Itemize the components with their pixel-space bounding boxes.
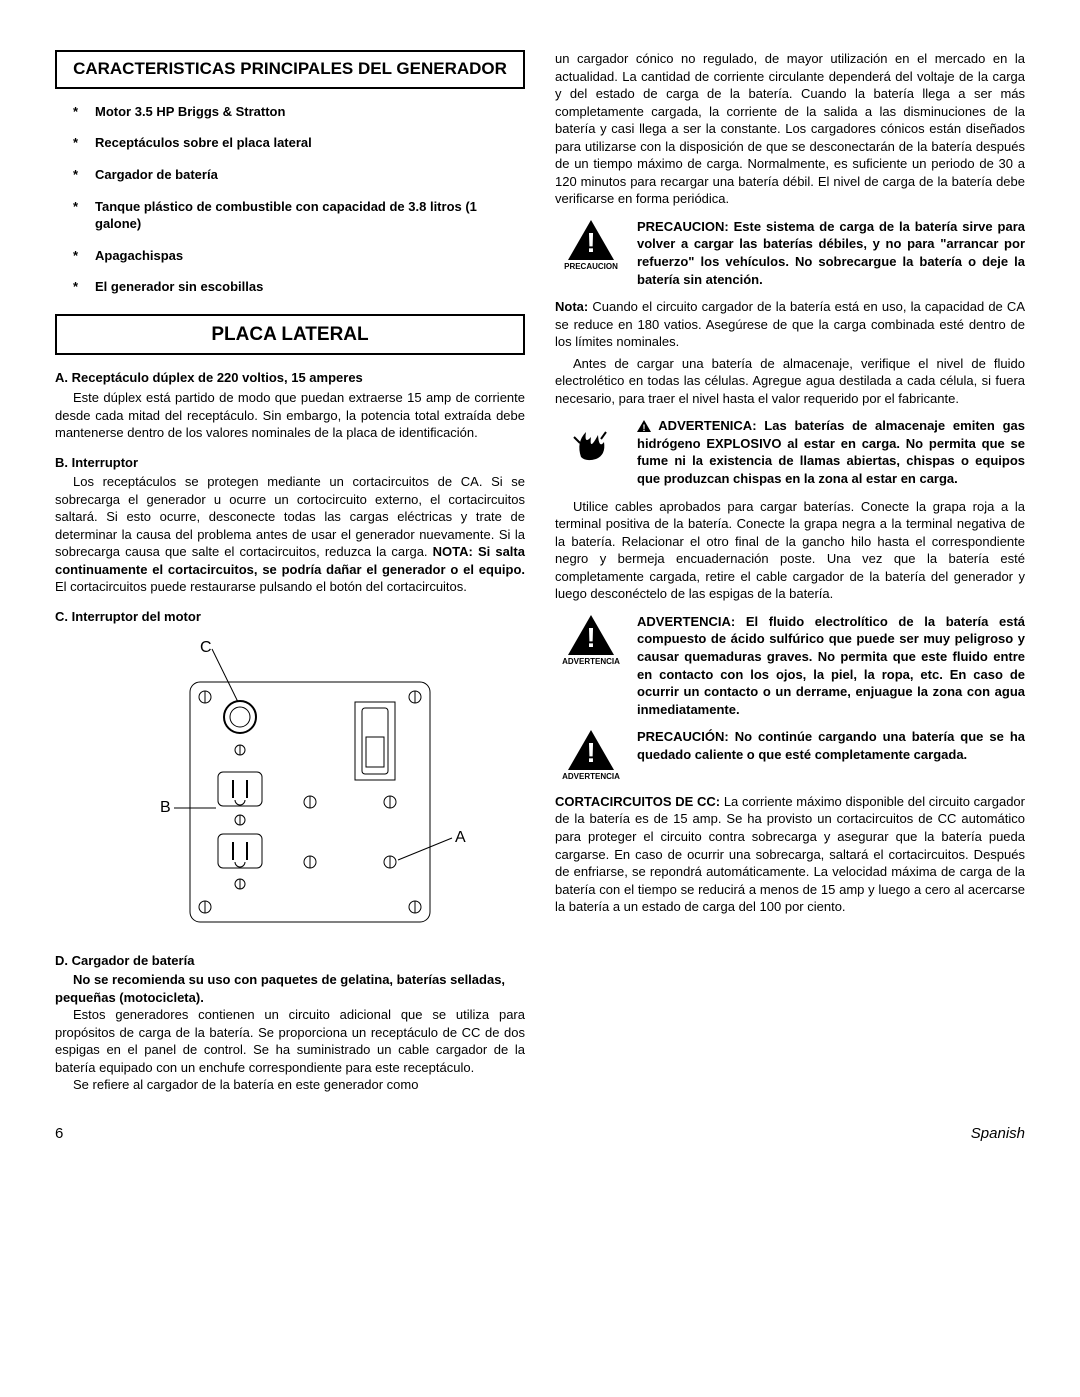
section-b-head: B. Interruptor <box>55 454 525 472</box>
feature-text: Tanque plástico de combustible con capac… <box>95 198 525 233</box>
feature-text: Apagachispas <box>95 247 183 265</box>
warning-icon: ! ADVERTENCIA <box>555 613 627 718</box>
nota-text: Nota: Cuando el circuito cargador de la … <box>555 298 1025 351</box>
warning-block-3: ! ADVERTENCIA PRECAUCIÓN: No continúe ca… <box>555 728 1025 783</box>
warning-block-1: ! ADVERTENICA: Las baterías de almacenaj… <box>555 417 1025 487</box>
fire-icon <box>555 417 627 487</box>
precaution-icon: ! PRECAUCION <box>555 218 627 288</box>
feature-item: *Cargador de batería <box>73 166 525 184</box>
feature-text: El generador sin escobillas <box>95 278 263 296</box>
feature-item: *Motor 3.5 HP Briggs & Stratton <box>73 103 525 121</box>
use-cables-text: Utilice cables aprobados para cargar bat… <box>555 498 1025 603</box>
before-charge-text: Antes de cargar una batería de almacenaj… <box>555 355 1025 408</box>
panel-diagram: C B A <box>100 632 480 942</box>
section-c-head: C. Interruptor del motor <box>55 608 525 626</box>
svg-text:!: ! <box>586 622 595 653</box>
warning-icon: ! ADVERTENCIA <box>555 728 627 783</box>
feature-item: *Receptáculos sobre el placa lateral <box>73 134 525 152</box>
warning-text-2: ADVERTENCIA: El fluido electrolítico de … <box>637 613 1025 718</box>
svg-text:B: B <box>160 799 171 816</box>
precaution-block-1: ! PRECAUCION PRECAUCION: Este sistema de… <box>555 218 1025 288</box>
feature-text: Cargador de batería <box>95 166 218 184</box>
svg-text:!: ! <box>586 227 595 258</box>
left-column: CARACTERISTICAS PRINCIPALES DEL GENERADO… <box>55 50 525 1094</box>
section-d-body1: Estos generadores contienen un circuito … <box>55 1006 525 1076</box>
panel-title: PLACA LATERAL <box>55 314 525 356</box>
section-d-head: D. Cargador de batería <box>55 952 525 970</box>
right-column: un cargador cónico no regulado, de mayor… <box>555 50 1025 1094</box>
svg-text:C: C <box>200 639 212 656</box>
feature-text: Motor 3.5 HP Briggs & Stratton <box>95 103 285 121</box>
feature-text: Receptáculos sobre el placa lateral <box>95 134 312 152</box>
svg-text:!: ! <box>643 423 646 432</box>
page-number: 6 <box>55 1124 63 1144</box>
page-footer: 6 Spanish <box>55 1124 1025 1144</box>
warning-block-2: ! ADVERTENCIA ADVERTENCIA: El fluido ele… <box>555 613 1025 718</box>
features-title: CARACTERISTICAS PRINCIPALES DEL GENERADO… <box>55 50 525 89</box>
svg-text:A: A <box>455 829 466 846</box>
precaution-text-1: PRECAUCION: Este sistema de carga de la … <box>637 218 1025 288</box>
page-language: Spanish <box>971 1124 1025 1144</box>
section-a-head: A. Receptáculo dúplex de 220 voltios, 15… <box>55 369 525 387</box>
section-a-body: Este dúplex está partido de modo que pue… <box>55 389 525 442</box>
section-d-sub: No se recomienda su uso con paquetes de … <box>55 971 525 1006</box>
warning-text-3: PRECAUCIÓN: No continúe cargando una bat… <box>637 728 1025 783</box>
feature-item: *Apagachispas <box>73 247 525 265</box>
section-b-body: Los receptáculos se protegen mediante un… <box>55 473 525 596</box>
warning-text-1: ! ADVERTENICA: Las baterías de almacenaj… <box>637 417 1025 487</box>
section-d-body2: Se refiere al cargador de la batería en … <box>55 1076 525 1094</box>
feature-item: *Tanque plástico de combustible con capa… <box>73 198 525 233</box>
intro-text: un cargador cónico no regulado, de mayor… <box>555 50 1025 208</box>
page-columns: CARACTERISTICAS PRINCIPALES DEL GENERADO… <box>55 50 1025 1094</box>
cc-text: CORTACIRCUITOS DE CC: La corriente máxim… <box>555 793 1025 916</box>
svg-text:!: ! <box>586 737 595 768</box>
feature-item: *El generador sin escobillas <box>73 278 525 296</box>
feature-list: *Motor 3.5 HP Briggs & Stratton *Receptá… <box>55 103 525 296</box>
